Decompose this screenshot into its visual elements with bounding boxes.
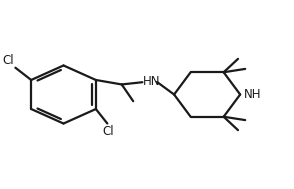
Text: Cl: Cl [2,54,14,67]
Text: Cl: Cl [102,125,114,138]
Text: HN: HN [143,75,161,88]
Text: NH: NH [244,88,261,101]
